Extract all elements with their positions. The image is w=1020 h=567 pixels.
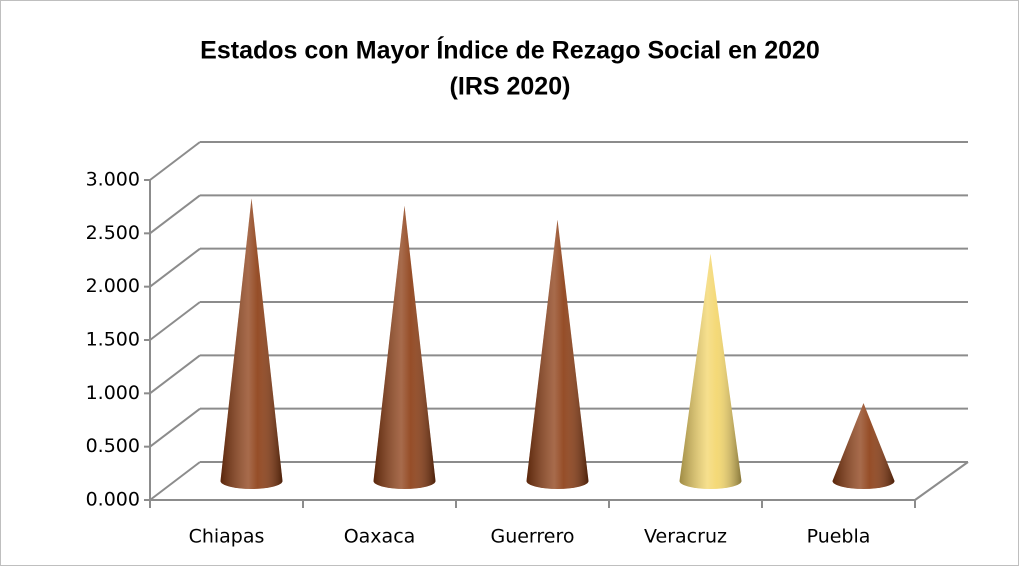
x-tick-label: Puebla xyxy=(807,526,871,548)
y-tick-label: 1.000 xyxy=(86,382,140,404)
cone-shade xyxy=(373,205,436,490)
x-tick-label: Guerrero xyxy=(490,526,574,548)
y-tick-label: 2.500 xyxy=(86,222,140,244)
floor-side xyxy=(914,461,969,501)
y-tick-label: 0.000 xyxy=(86,489,140,511)
grid-line-side xyxy=(149,194,201,235)
cone-shade xyxy=(220,198,283,489)
y-tick-label: 1.500 xyxy=(86,329,140,351)
grid-line-side xyxy=(149,407,201,448)
y-tick-label: 2.000 xyxy=(86,275,140,297)
grid-line-side xyxy=(149,141,201,181)
cone-shade xyxy=(526,219,589,489)
y-tick-label: 0.500 xyxy=(86,435,140,457)
x-tick-label: Oaxaca xyxy=(344,526,416,548)
grid-line-side xyxy=(149,354,201,395)
x-tick-label: Veracruz xyxy=(644,526,727,548)
grid-line-side xyxy=(149,301,201,341)
cone-shade xyxy=(832,403,895,489)
chart-subtitle: (IRS 2020) xyxy=(450,73,571,101)
chart-title: Estados con Mayor Índice de Rezago Socia… xyxy=(200,36,820,65)
grid-line-side xyxy=(149,247,201,288)
x-tick-label: Chiapas xyxy=(189,526,265,548)
grid-line-side xyxy=(149,461,201,501)
cone-shade xyxy=(679,253,742,489)
y-tick-label: 3.000 xyxy=(86,169,140,191)
